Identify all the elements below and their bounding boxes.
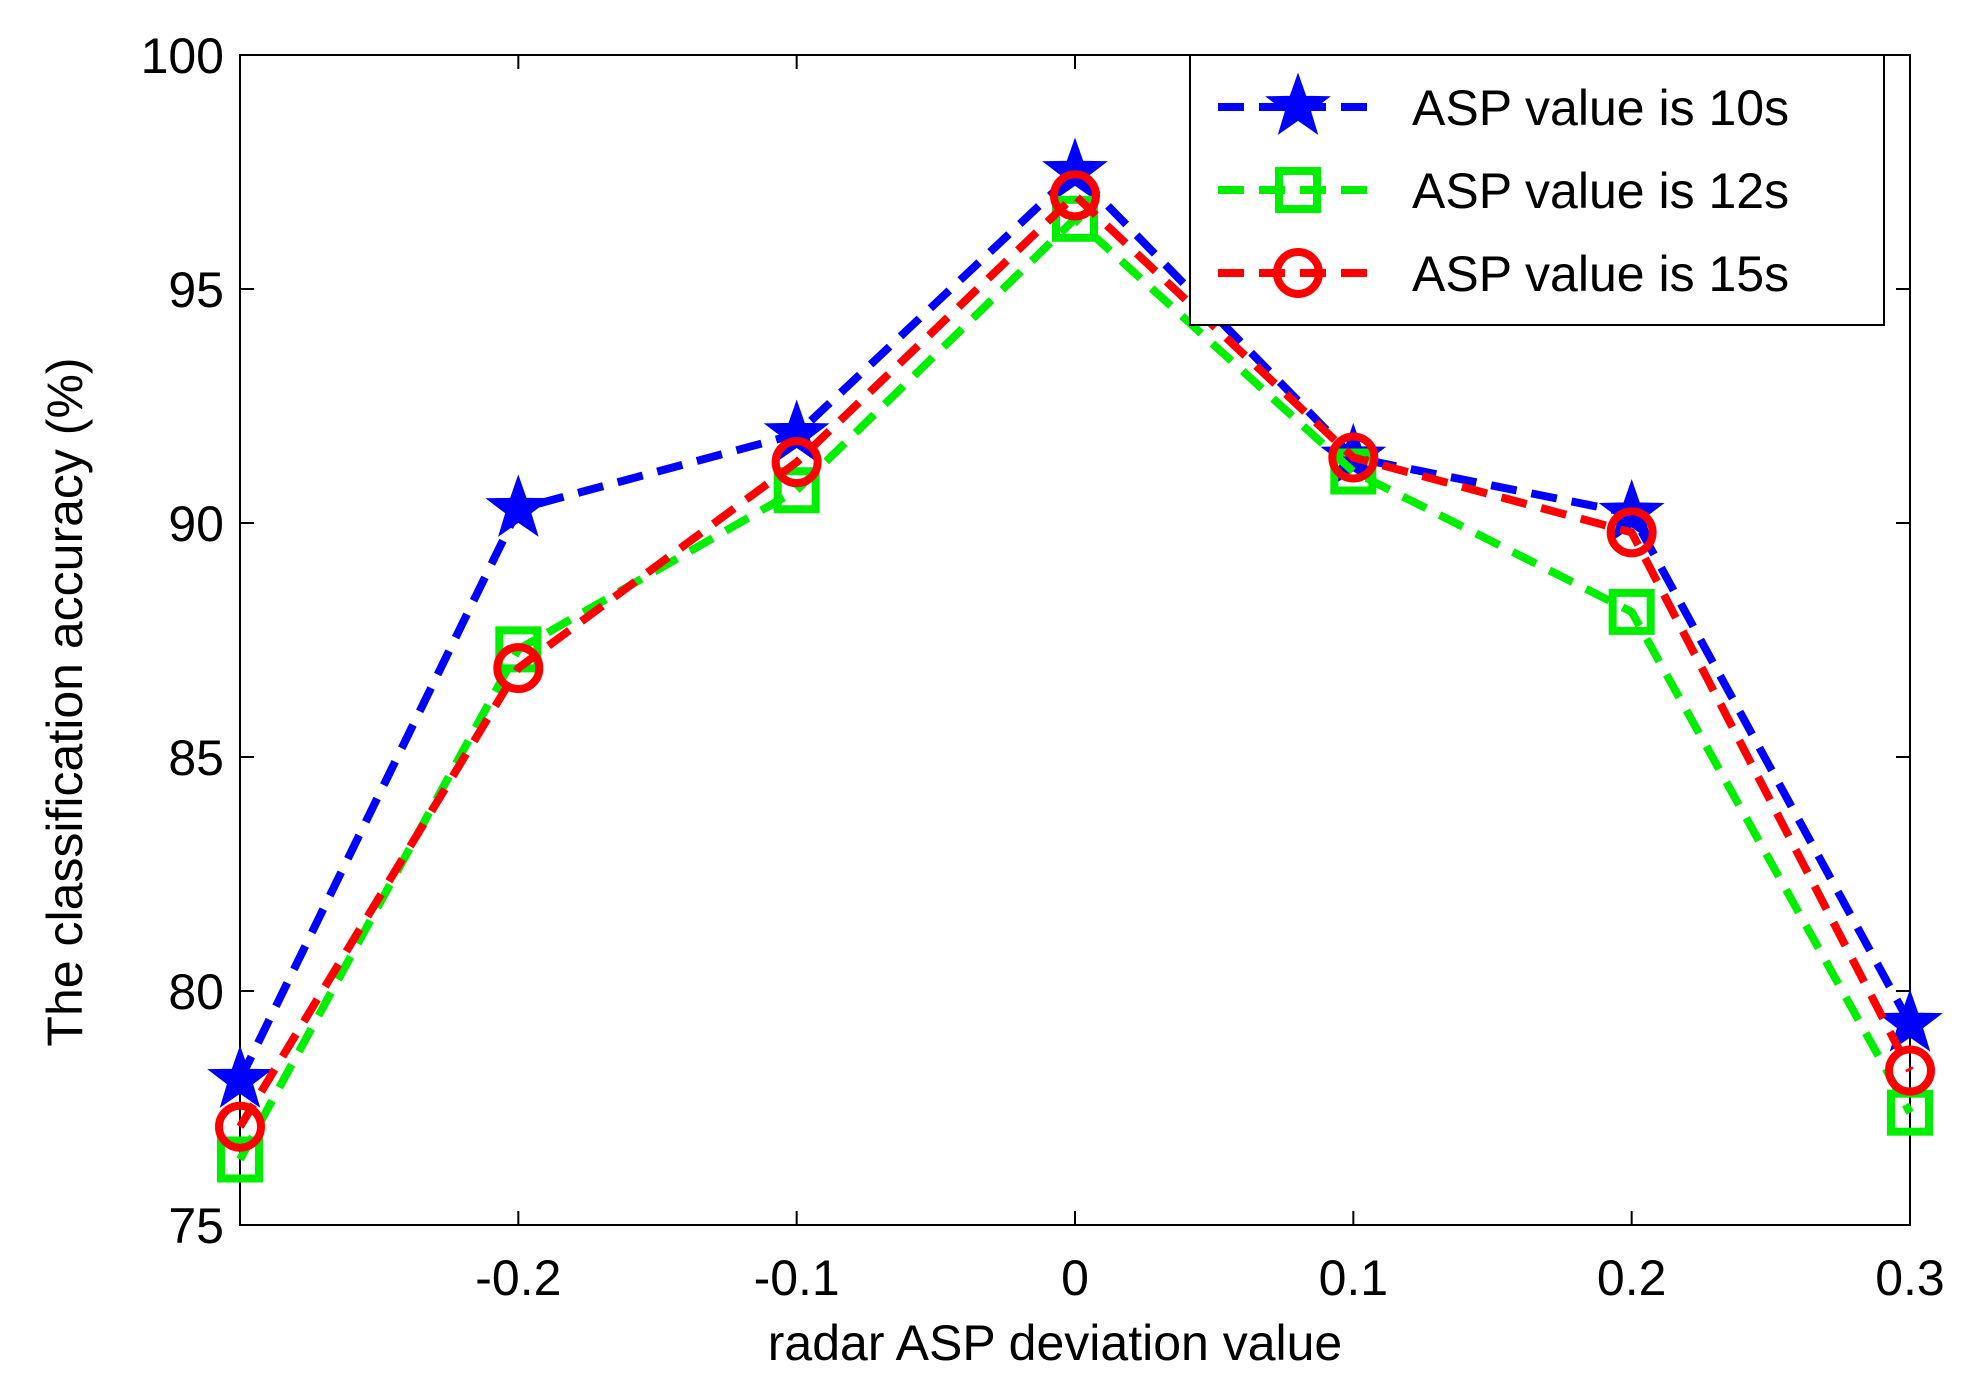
- legend-item: ASP value is 10s: [1218, 72, 1789, 136]
- series-3: [215, 170, 1935, 1152]
- x-tick-label: 0.2: [1597, 1250, 1667, 1306]
- series-line: [236, 191, 1914, 1129]
- data-point: [215, 1101, 265, 1152]
- legend-label: ASP value is 15s: [1412, 246, 1789, 302]
- data-point: [771, 437, 822, 488]
- data-point: [1328, 432, 1379, 483]
- y-tick-label: 95: [168, 262, 224, 318]
- x-tick-label: 0: [1061, 1250, 1089, 1306]
- data-point: [493, 643, 544, 694]
- x-tick-label: -0.2: [475, 1250, 561, 1306]
- legend-marker: [1265, 72, 1331, 136]
- y-tick-label: 75: [168, 1198, 224, 1254]
- y-tick-label: 90: [168, 496, 224, 552]
- legend-marker: [1273, 248, 1323, 298]
- legend-item: ASP value is 12s: [1218, 163, 1789, 219]
- data-point: [217, 1136, 263, 1183]
- data-point: [773, 467, 820, 514]
- x-axis-label: radar ASP deviation value: [768, 1315, 1342, 1371]
- x-tick-label: 0.3: [1875, 1250, 1945, 1306]
- data-point: [207, 1045, 273, 1108]
- legend-item: ASP value is 15s: [1218, 246, 1789, 302]
- data-point: [1608, 588, 1655, 635]
- x-tick-label: -0.1: [754, 1250, 840, 1306]
- data-point: [763, 399, 830, 463]
- data-point: [1050, 170, 1100, 221]
- data-point: [1885, 1045, 1935, 1096]
- series-layer: [207, 137, 1943, 1183]
- data-point: [1877, 989, 1943, 1052]
- x-axis: -0.2 -0.1 0 0.1 0.2 0.3: [475, 55, 1945, 1306]
- data-point: [1042, 137, 1108, 201]
- y-axis-label: The classification accuracy (%): [37, 357, 93, 1046]
- legend-marker: [1275, 167, 1321, 213]
- legend-label: ASP value is 12s: [1412, 163, 1789, 219]
- legend-label: ASP value is 10s: [1412, 80, 1789, 136]
- y-tick-label: 85: [168, 730, 224, 786]
- y-axis: 75 80 85 90 95 100: [141, 28, 1910, 1254]
- data-point: [485, 474, 552, 537]
- x-tick-label: 0.1: [1319, 1250, 1389, 1306]
- legend: ASP value is 10s ASP value is 12s ASP valu…: [1189, 54, 1885, 326]
- y-tick-label: 100: [141, 28, 224, 84]
- data-point: [1606, 507, 1657, 558]
- y-tick-label: 80: [168, 964, 224, 1020]
